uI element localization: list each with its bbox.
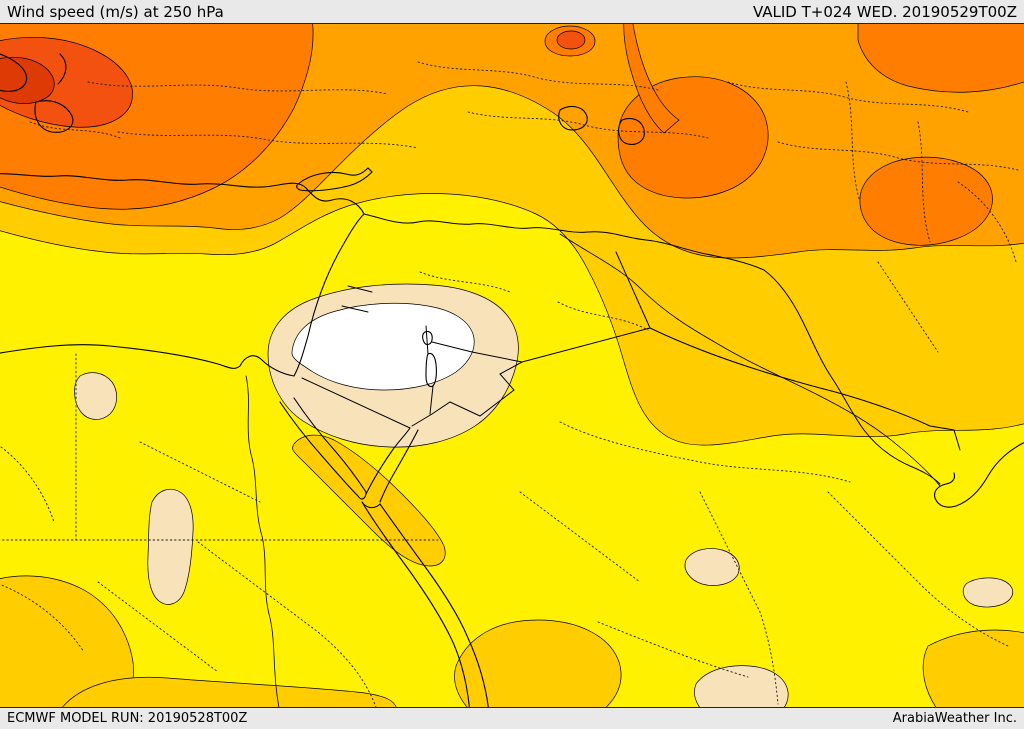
header-bar: Wind speed (m/s) at 250 hPa VALID T+024 … [0, 0, 1024, 24]
jordan-saudi-border [411, 361, 523, 427]
admin-border-line [727, 81, 969, 113]
footer-bar: ECMWF MODEL RUN: 20190528T00Z ArabiaWeat… [0, 707, 1024, 729]
admin-border-line [845, 81, 861, 203]
band-deep-red-corner [0, 56, 55, 104]
persian-gulf-coast [934, 442, 1024, 508]
band-amber-south-strip [62, 676, 397, 707]
band-red-top-dot [556, 30, 586, 50]
wind-speed-map [0, 24, 1024, 707]
syria-iraq-border [615, 251, 651, 329]
map-title: Wind speed (m/s) at 250 hPa [7, 2, 224, 21]
admin-border-line [557, 301, 649, 331]
wind-speed-fill-bands [0, 24, 1024, 707]
admin-border-line [957, 181, 1017, 263]
admin-border-line [917, 121, 931, 243]
admin-border-line [29, 121, 121, 139]
band-cream-south-blob [694, 665, 789, 707]
band-dark-orange-east-blob [859, 156, 993, 246]
band-amber-south-center [454, 619, 622, 707]
admin-border-line [519, 491, 641, 583]
band-dark-orange-neck [623, 24, 680, 134]
lake-urmia [618, 117, 645, 145]
admin-border-line [87, 81, 389, 95]
band-cream-egypt-strip [147, 488, 194, 605]
cyprus-coastline [296, 167, 373, 192]
admin-border-line [597, 621, 749, 678]
band-red-northwest [0, 36, 133, 128]
israel-egypt-border [301, 377, 411, 429]
euphrates-river [559, 233, 941, 487]
admin-border-line [97, 581, 219, 673]
red-sea-coast [361, 501, 489, 707]
admin-border-line [419, 271, 511, 293]
gulf-of-aqaba-coast [365, 427, 419, 503]
band-dark-orange-northeast-corner [857, 24, 1024, 93]
admin-border-line [777, 141, 1019, 171]
jordan-river-border [425, 325, 434, 415]
band-amber-sinai-strip [292, 434, 446, 567]
iran-iraq-border [763, 269, 941, 485]
admin-border-line [417, 61, 659, 91]
admin-borders [0, 61, 1019, 707]
syria-jordan-border [431, 341, 523, 363]
mediterranean-coastline [0, 173, 365, 377]
band-cream-arabia-blob [684, 548, 740, 586]
admin-border-line [0, 445, 55, 523]
admin-border-line [117, 131, 419, 149]
admin-border-line [197, 541, 377, 707]
admin-border-line [699, 491, 779, 705]
country-borders [301, 213, 961, 485]
lebanon-border [341, 285, 373, 313]
model-run-label: ECMWF MODEL RUN: 20190528T00Z [7, 711, 248, 726]
valid-time-label: VALID T+024 WED. 20190529T00Z [752, 2, 1017, 21]
iraq-saudi-border [649, 327, 931, 427]
band-white-minimum [291, 302, 475, 391]
turkey-south-border [363, 213, 765, 271]
band-amber-southeast-corner [922, 629, 1024, 707]
admin-border-line [0, 583, 85, 653]
coastlines [0, 53, 1024, 707]
band-cream-east-blob [962, 577, 1014, 608]
nile-river [245, 375, 280, 707]
aegean-coast-squiggle [0, 53, 74, 133]
sea-of-galilee [422, 330, 433, 345]
admin-border-line [467, 111, 709, 139]
iraq-jordan-border [521, 327, 651, 363]
brand-label: ArabiaWeather Inc. [892, 711, 1017, 726]
rivers [245, 233, 941, 707]
admin-border-line [559, 421, 851, 483]
kuwait-border [929, 425, 961, 451]
